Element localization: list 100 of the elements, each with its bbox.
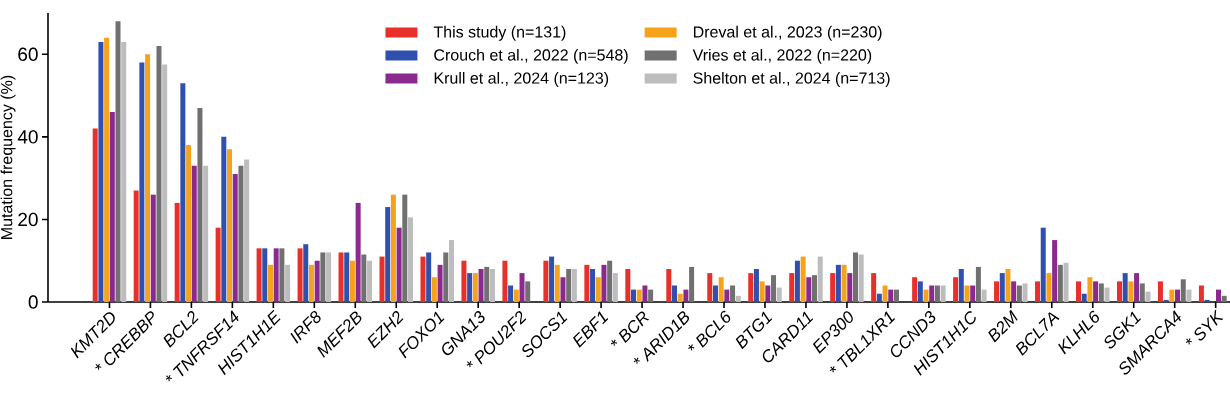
bar (631, 289, 637, 302)
bar (607, 260, 613, 302)
bar (385, 207, 391, 302)
y-tick-label: 60 (18, 47, 38, 62)
bar (349, 260, 355, 302)
bar (437, 264, 443, 302)
bar (666, 268, 672, 302)
bar (1157, 281, 1163, 302)
bar (812, 275, 818, 302)
bar (1035, 281, 1041, 302)
bar (554, 264, 560, 302)
bar (92, 128, 98, 302)
bar (1145, 291, 1151, 302)
bar (379, 256, 385, 302)
bar (970, 285, 976, 302)
bar (759, 281, 765, 302)
bar (876, 293, 882, 302)
bar (858, 254, 864, 302)
bar (1186, 289, 1192, 302)
bar (689, 266, 695, 302)
bar (893, 289, 899, 302)
bar (145, 54, 151, 302)
bar (156, 46, 162, 302)
bar (478, 268, 484, 302)
bar (197, 107, 203, 302)
bar (215, 227, 221, 302)
bar (718, 277, 724, 302)
bar (940, 285, 946, 302)
bar (841, 264, 847, 302)
y-tick-label: 0 (28, 295, 38, 309)
bar (999, 273, 1005, 302)
bar (934, 285, 940, 302)
bar (1057, 264, 1063, 302)
bar (484, 266, 490, 302)
bar (724, 289, 730, 302)
bar (571, 268, 577, 302)
bar (402, 194, 408, 302)
bar (426, 252, 432, 302)
bar (712, 285, 718, 302)
legend-label: Krull et al., 2024 (n=123) (434, 72, 609, 87)
bar (912, 277, 918, 302)
bar (636, 289, 642, 302)
bar (994, 281, 1000, 302)
bar (361, 254, 367, 302)
bar (1104, 287, 1110, 302)
bar (273, 248, 279, 302)
bar (186, 145, 192, 302)
bar (1134, 273, 1140, 302)
bar (677, 293, 683, 302)
bar (1016, 285, 1022, 302)
bar (981, 289, 987, 302)
bar (1198, 285, 1204, 302)
bar (1175, 289, 1181, 302)
bar (1052, 240, 1058, 302)
bar (612, 273, 618, 302)
bar (244, 159, 250, 302)
bar (1022, 283, 1028, 302)
bar (1046, 273, 1052, 302)
bar (852, 252, 858, 302)
bar (355, 202, 361, 302)
bar (1098, 283, 1104, 302)
bar (467, 273, 473, 302)
bar (1093, 281, 1099, 302)
bar (1180, 279, 1186, 302)
bar (1063, 262, 1069, 302)
bar (326, 252, 332, 302)
bar (191, 165, 197, 302)
bar (590, 268, 596, 302)
bar (256, 248, 262, 302)
bar (1204, 299, 1210, 302)
bar (238, 165, 244, 302)
bar (871, 273, 877, 302)
bar (923, 289, 929, 302)
bar (320, 252, 326, 302)
bar (765, 285, 771, 302)
bar (525, 281, 531, 302)
bar (314, 260, 320, 302)
bar (595, 277, 601, 302)
y-tick-label: 40 (17, 130, 38, 144)
bar (1011, 281, 1017, 302)
bar (279, 248, 285, 302)
bar (262, 248, 268, 302)
bar (642, 285, 648, 302)
y-axis-title: Mutation frequency (%) (0, 75, 16, 239)
bar (1122, 273, 1128, 302)
legend-label: Dreval et al., 2023 (n=230) (693, 25, 882, 41)
bar (267, 264, 273, 302)
bar (472, 273, 478, 302)
bar (771, 275, 777, 302)
bar (1163, 299, 1169, 302)
bar (133, 190, 139, 302)
bar (625, 268, 631, 302)
bar (1081, 293, 1087, 302)
bar (297, 248, 303, 302)
bar (1128, 281, 1134, 302)
bar (109, 112, 115, 302)
legend-label: Shelton et al., 2024 (n=713) (693, 72, 890, 87)
bar (830, 273, 836, 302)
bar (543, 260, 549, 302)
legend-label: Crouch et al., 2022 (n=548) (434, 48, 628, 64)
